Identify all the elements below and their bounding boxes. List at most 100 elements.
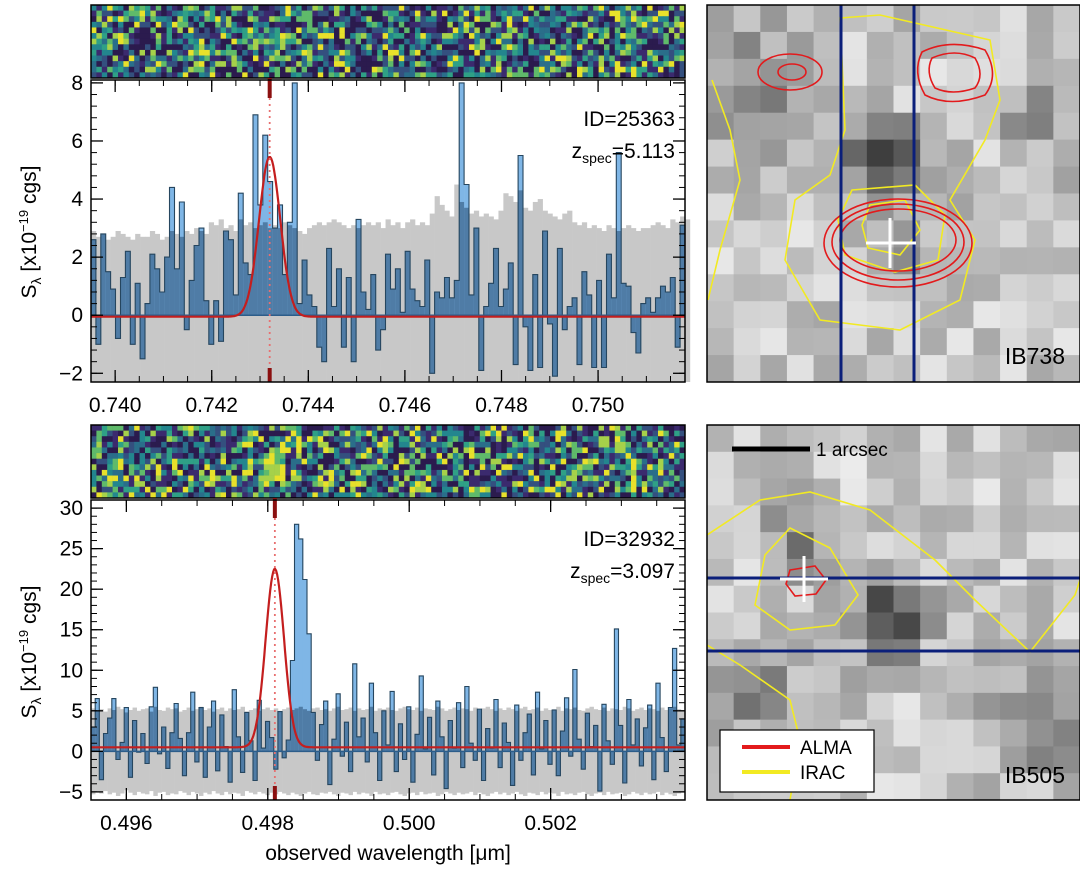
strip-pixel xyxy=(188,44,194,51)
image-pixel xyxy=(813,31,841,60)
strip-pixel xyxy=(166,10,173,17)
strip-pixel xyxy=(366,21,373,28)
image-pixel xyxy=(946,425,974,453)
strip-pixel xyxy=(285,49,292,56)
strip-pixel xyxy=(247,453,254,459)
strip-pixel xyxy=(199,33,205,39)
strip-pixel xyxy=(620,10,626,17)
strip-pixel xyxy=(663,430,670,437)
strip-pixel xyxy=(496,486,502,493)
strip-pixel xyxy=(566,464,572,471)
image-pixel xyxy=(866,692,894,721)
strip-pixel xyxy=(112,469,119,476)
strip-pixel xyxy=(139,5,146,11)
strip-pixel xyxy=(587,27,594,34)
strip-pixel xyxy=(344,475,351,482)
strip-pixel xyxy=(182,55,189,62)
strip-pixel xyxy=(101,458,108,465)
strip-pixel xyxy=(528,33,535,39)
strip-pixel xyxy=(236,5,243,11)
strip-pixel xyxy=(242,33,248,39)
strip-pixel xyxy=(118,72,124,79)
strip-pixel xyxy=(139,492,146,499)
strip-pixel xyxy=(150,441,157,448)
strip-pixel xyxy=(609,27,616,34)
strip-pixel xyxy=(263,486,270,493)
strip-pixel xyxy=(501,61,508,68)
strip-pixel xyxy=(317,33,324,39)
image-pixel xyxy=(946,639,974,667)
strip-pixel xyxy=(415,458,421,465)
strip-pixel xyxy=(371,475,378,482)
strip-pixel xyxy=(652,61,659,68)
strip-pixel xyxy=(258,436,265,443)
strip-pixel xyxy=(145,61,151,68)
strip-pixel xyxy=(361,72,367,79)
strip-pixel xyxy=(560,33,567,39)
strip-pixel xyxy=(145,441,151,448)
strip-pixel xyxy=(182,21,189,28)
strip-pixel xyxy=(501,441,508,448)
flux-bar-overlap xyxy=(640,303,647,316)
strip-pixel xyxy=(258,453,265,459)
strip-pixel xyxy=(161,27,167,34)
strip-pixel xyxy=(107,441,113,448)
strip-pixel xyxy=(258,16,265,23)
flux-bar-overlap xyxy=(91,239,97,316)
strip-pixel xyxy=(269,44,275,51)
strip-pixel xyxy=(479,492,486,499)
strip-pixel xyxy=(474,66,481,73)
image-pixel xyxy=(1053,274,1080,302)
image-pixel xyxy=(813,193,841,221)
strip-pixel xyxy=(301,436,308,443)
strip-pixel xyxy=(301,55,308,62)
strip-pixel xyxy=(452,425,459,431)
strip-pixel xyxy=(220,475,227,482)
strip-pixel xyxy=(204,475,211,482)
strip-pixel xyxy=(658,481,664,488)
strip-pixel xyxy=(463,425,470,431)
strip-pixel xyxy=(604,469,610,476)
strip-pixel xyxy=(285,10,292,17)
image-pixel xyxy=(893,31,921,60)
strip-pixel xyxy=(118,436,124,443)
strip-pixel xyxy=(609,49,616,56)
strip-pixel xyxy=(463,49,470,56)
strip-pixel xyxy=(409,72,416,79)
flux-bar-overlap xyxy=(302,709,308,752)
strip-pixel xyxy=(242,475,248,482)
strip-pixel xyxy=(523,475,529,482)
y-tick-label: 30 xyxy=(60,497,83,520)
strip-pixel xyxy=(555,486,562,493)
strip-pixel xyxy=(636,441,643,448)
strip-pixel xyxy=(139,55,146,62)
strip-pixel xyxy=(479,21,486,28)
strip-pixel xyxy=(134,436,140,443)
strip-pixel xyxy=(91,61,97,68)
strip-pixel xyxy=(285,436,292,443)
strip-pixel xyxy=(641,10,648,17)
strip-pixel xyxy=(361,486,367,493)
strip-pixel xyxy=(636,430,643,437)
strip-pixel xyxy=(458,425,464,431)
strip-pixel xyxy=(663,481,670,488)
strip-pixel xyxy=(452,66,459,73)
strip-pixel xyxy=(193,16,200,23)
strip-pixel xyxy=(290,21,297,28)
strip-pixel xyxy=(344,469,351,476)
strip-pixel xyxy=(344,10,351,17)
strip-pixel xyxy=(101,486,108,493)
strip-pixel xyxy=(334,16,340,23)
strip-pixel xyxy=(290,436,297,443)
flux-bar-overlap xyxy=(331,739,337,752)
strip-pixel xyxy=(188,10,194,17)
strip-pixel xyxy=(355,481,362,488)
strip-pixel xyxy=(550,447,556,454)
strip-pixel xyxy=(523,458,529,465)
strip-pixel xyxy=(231,447,238,454)
strip-pixel xyxy=(258,486,265,493)
strip-pixel xyxy=(674,49,680,56)
flux-bar-overlap xyxy=(552,315,558,377)
strip-pixel xyxy=(166,44,173,51)
flux-bar-overlap xyxy=(523,315,529,327)
